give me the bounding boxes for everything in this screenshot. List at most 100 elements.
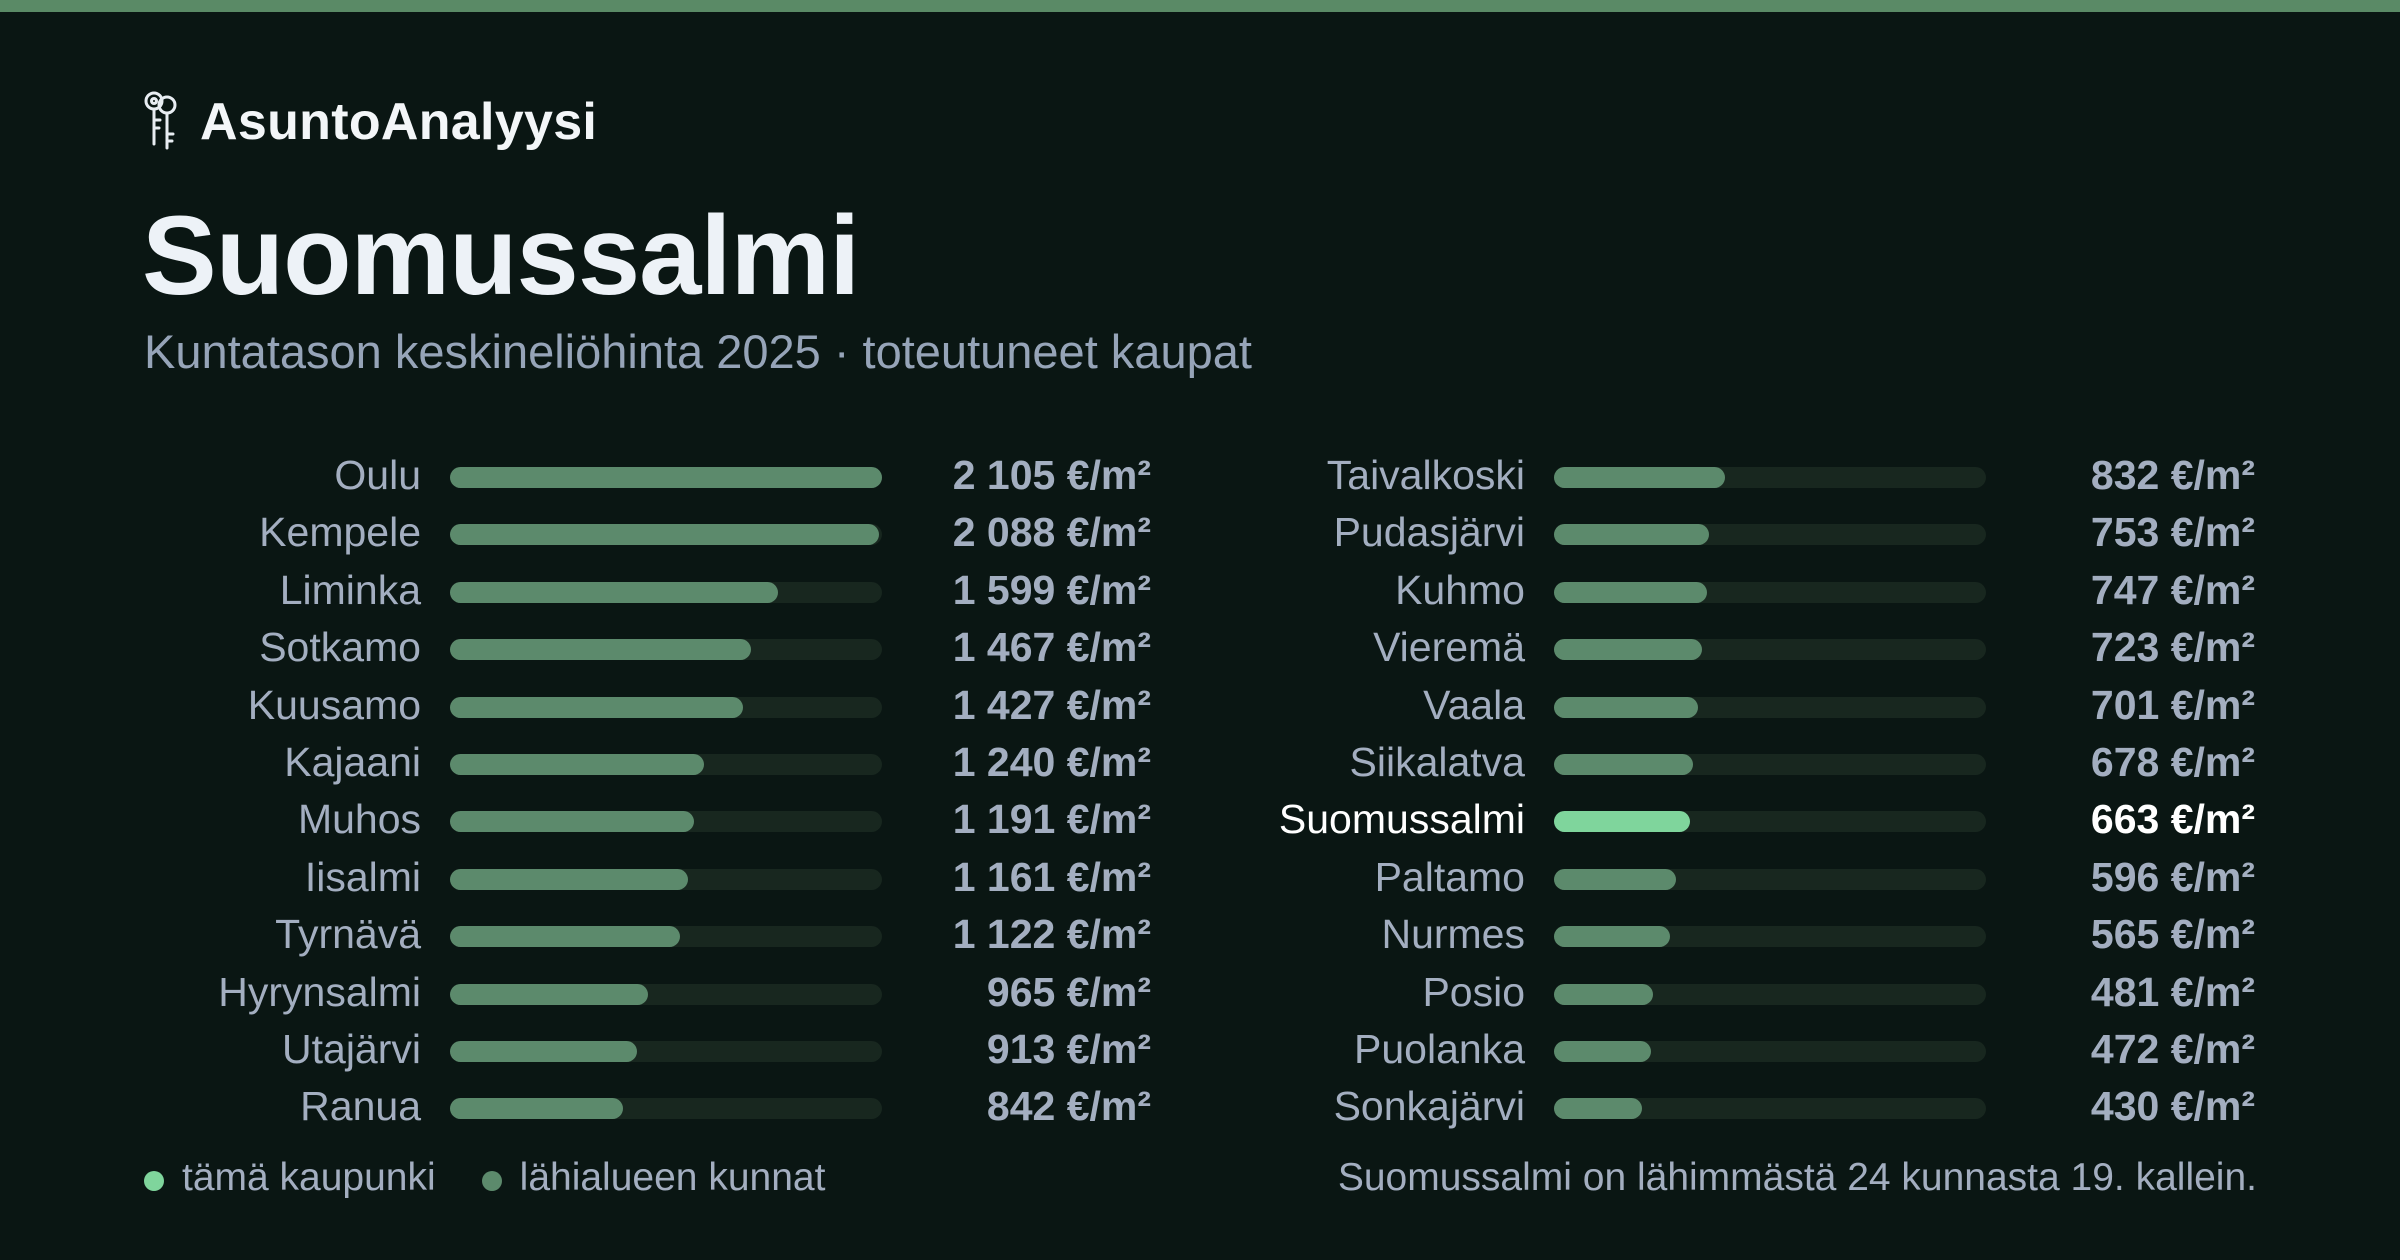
bar [450,926,681,948]
bar-value-label: 565 €/m² [2090,911,2255,958]
bar-row: Utajärvi 913 €/m² [145,1021,1151,1078]
bar-value-label: 1 191 €/m² [952,796,1151,843]
accent-bar [0,0,2400,12]
brand: AsuntoAnalyysi [140,90,597,154]
bar-row: Pudasjärvi 753 €/m² [1249,504,2255,561]
bar-row: Vaala 701 €/m² [1249,677,2255,734]
bar-row: Oulu 2 105 €/m² [145,447,1151,504]
bar-row: Liminka 1 599 €/m² [145,562,1151,619]
bar-value-label: 596 €/m² [2090,853,2255,900]
bar-value-label: 965 €/m² [986,968,1151,1015]
bar-row: Puolanka 472 €/m² [1249,1021,2255,1078]
bar [450,754,705,775]
bar [1554,1041,1651,1062]
bar-value-label: 1 240 €/m² [952,739,1151,785]
bar-row: Kempele 2 088 €/m² [145,504,1151,561]
bar-row: Sotkamo 1 467 €/m² [145,619,1151,676]
bar [1554,524,1709,546]
bar [450,1041,638,1062]
legend-dot-default [481,1171,502,1191]
bar-value-label: 842 €/m² [986,1083,1151,1130]
bar-value-label: 913 €/m² [986,1026,1151,1072]
bar-highlight [1554,811,1691,833]
bar [450,868,689,890]
bar-label: Kajaani [284,739,421,785]
bar-value-label: 701 €/m² [2090,681,2255,728]
bar-row: Hyrynsalmi 965 €/m² [145,964,1151,1021]
keys-icon [144,91,177,150]
bar-track [1554,524,1986,546]
bar [450,696,743,718]
bar-track [450,1098,882,1120]
bar-track [450,983,882,1005]
bar-track [450,811,882,833]
bar-label: Puolanka [1354,1026,1525,1072]
bar [1554,1098,1643,1120]
bar-track [450,926,882,948]
bar [450,467,882,488]
bar-value-label: 1 599 €/m² [952,566,1151,613]
bar [450,524,879,546]
bar-track [1554,467,1986,488]
bar-label: Utajärvi [282,1026,421,1072]
bar-label: Muhos [297,796,421,843]
bar-label: Sotkamo [259,624,421,671]
bar-value-label: 723 €/m² [2090,624,2255,671]
bar-track [1554,868,1986,890]
bar-label: Posio [1422,968,1525,1015]
bar-track [450,754,882,775]
bar-track [1554,696,1986,718]
legend-label: lähialueen kunnat [519,1156,826,1199]
page-title: Suomussalmi [142,193,860,318]
bar-track [450,639,882,661]
bar-row: Posio 481 €/m² [1249,964,2255,1021]
bar-value-label: 2 105 €/m² [952,452,1151,498]
bar-label: Paltamo [1374,853,1525,900]
bar [450,1098,623,1120]
bar-value-label: 2 088 €/m² [952,509,1151,556]
bar [1554,696,1698,718]
bar-row: Ranua 842 €/m² [145,1078,1151,1135]
bar-value-label: 1 427 €/m² [952,681,1151,728]
bar-row: Kajaani 1 240 €/m² [145,734,1151,791]
bar-label: Siikalatva [1349,739,1525,785]
bar-row: Kuusamo 1 427 €/m² [145,677,1151,734]
legend: tämä kaupunki lähialueen kunnat [144,1150,871,1206]
ranking-note: Suomussalmi on lähimmästä 24 kunnasta 19… [1337,1156,2257,1199]
bar-label: Vieremä [1373,624,1525,671]
bar-label: Ranua [300,1083,421,1130]
bar-value-label: 678 €/m² [2090,739,2255,785]
page-subtitle: Kuntatason keskineliöhinta 2025 · toteut… [144,325,1252,378]
bar-value-label: 832 €/m² [2090,452,2255,498]
bar-track [450,524,882,546]
bar-label: Sonkajärvi [1333,1083,1525,1130]
bar-track [450,581,882,603]
bar-row: Suomussalmi 663 €/m² [1249,791,2255,848]
bar [450,639,752,661]
bar-track [1554,754,1986,775]
bar-label: Iisalmi [304,853,421,900]
bar-value-label: 747 €/m² [2090,566,2255,613]
bar-track [1554,926,1986,948]
bar [1554,983,1653,1005]
bar-track [450,696,882,718]
bar-value-label: 472 €/m² [2090,1026,2255,1072]
bar-value-label: 481 €/m² [2090,968,2255,1015]
bar-track [1554,639,1986,661]
bar-label: Taivalkoski [1326,452,1525,498]
bar-row: Nurmes 565 €/m² [1249,906,2255,963]
bar-row: Kuhmo 747 €/m² [1249,562,2255,619]
bar-track [1554,581,1986,603]
bar-track [1554,983,1986,1005]
bar-track [450,467,882,488]
bar [450,581,779,603]
bar-label: Vaala [1423,681,1525,728]
bar [1554,926,1670,948]
bar-label: Hyrynsalmi [218,968,421,1015]
bar-value-label: 1 161 €/m² [952,853,1151,900]
bar-label: Tyrnävä [275,911,421,958]
legend-item-this-city: tämä kaupunki [144,1156,436,1200]
bar-value-label: 1 122 €/m² [952,911,1151,958]
bar-row: Tyrnävä 1 122 €/m² [145,906,1151,963]
